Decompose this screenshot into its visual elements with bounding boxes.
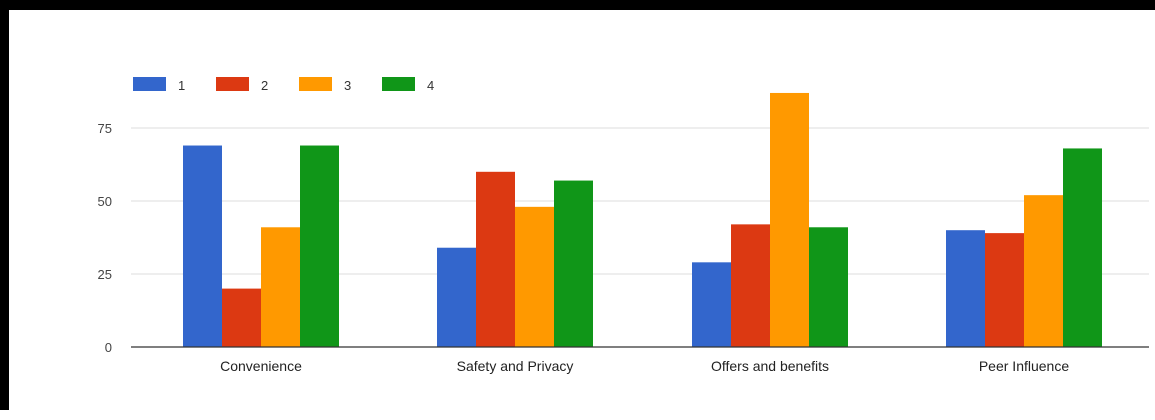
legend-swatch-1 — [133, 77, 166, 91]
bar-peer-influence-series-2 — [985, 233, 1024, 347]
bar-convenience-series-2 — [222, 288, 261, 347]
y-tick-label: 75 — [98, 121, 112, 136]
bar-convenience-series-1 — [183, 145, 222, 347]
x-tick-label: Convenience — [220, 358, 302, 374]
bar-safety-and-privacy-series-3 — [515, 206, 554, 347]
x-tick-label: Offers and benefits — [711, 358, 829, 374]
legend-label-2: 2 — [261, 78, 268, 93]
x-tick-label: Safety and Privacy — [457, 358, 574, 374]
bar-safety-and-privacy-series-4 — [554, 180, 593, 347]
bar-peer-influence-series-1 — [946, 230, 985, 347]
bar-offers-and-benefits-series-3 — [770, 92, 809, 348]
legend-label-1: 1 — [178, 78, 185, 93]
bar-offers-and-benefits-series-1 — [692, 262, 731, 347]
legend-swatch-4 — [382, 77, 415, 91]
chart-frame: 0 25 50 75 Convenience Safety and Privacy Off… — [0, 0, 1155, 410]
legend-swatch-3 — [299, 77, 332, 91]
bars — [183, 92, 1102, 348]
legend: 1 2 3 4 — [133, 77, 434, 93]
y-axis-ticks: 0 25 50 75 — [98, 121, 112, 355]
category-labels: Convenience Safety and Privacy Offers and … — [220, 358, 1069, 374]
bar-safety-and-privacy-series-2 — [476, 171, 515, 347]
y-tick-label: 50 — [98, 194, 112, 209]
bar-offers-and-benefits-series-4 — [809, 227, 848, 347]
y-tick-label: 25 — [98, 267, 112, 282]
bar-offers-and-benefits-series-2 — [731, 224, 770, 347]
legend-label-3: 3 — [344, 78, 351, 93]
bar-convenience-series-3 — [261, 227, 300, 347]
bar-convenience-series-4 — [300, 145, 339, 347]
bar-peer-influence-series-3 — [1024, 195, 1063, 347]
legend-swatch-2 — [216, 77, 249, 91]
bar-peer-influence-series-4 — [1063, 148, 1102, 347]
bar-safety-and-privacy-series-1 — [437, 247, 476, 347]
bar-chart: 0 25 50 75 Convenience Safety and Privacy Off… — [98, 77, 1149, 374]
x-tick-label: Peer Influence — [979, 358, 1069, 374]
legend-label-4: 4 — [427, 78, 434, 93]
y-tick-label: 0 — [105, 340, 112, 355]
